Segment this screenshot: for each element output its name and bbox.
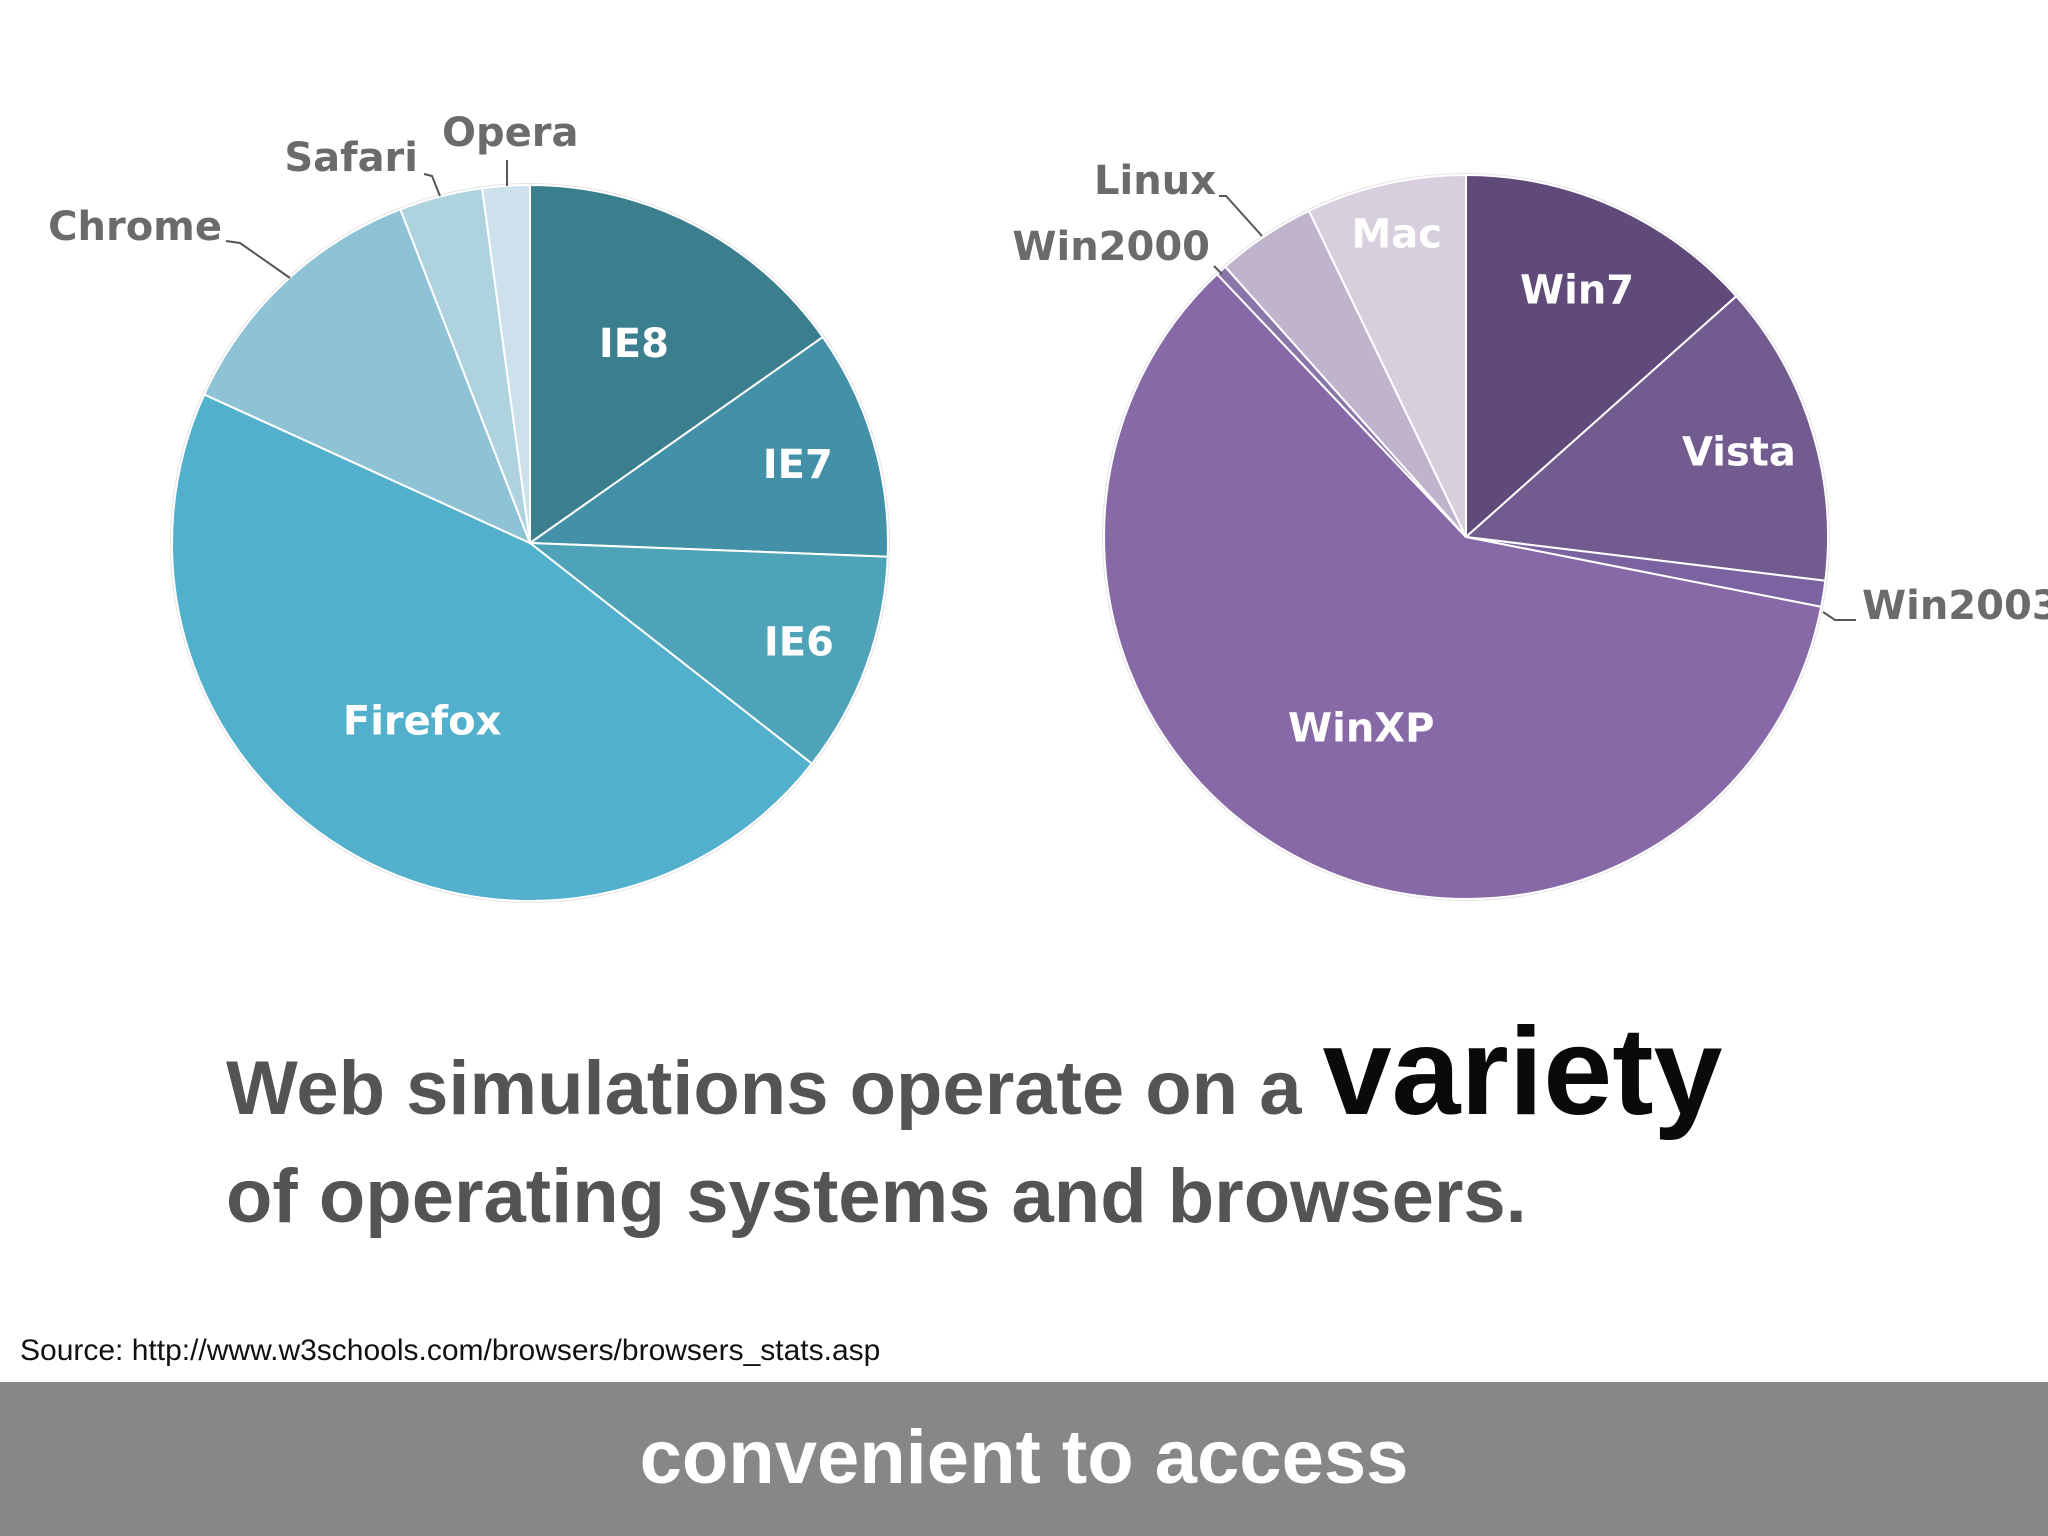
browser-share-pie: IE8 IE7 IE6 Firefox Chrome Safari Opera <box>48 110 890 903</box>
slice-label-chrome: Chrome <box>48 204 222 250</box>
slice-label-win2000: Win2000 <box>1012 224 1210 270</box>
slice-label-vista: Vista <box>1682 430 1796 476</box>
headline-emphasis-word: variety <box>1322 1003 1723 1141</box>
leader-line-chrome <box>225 240 291 279</box>
leader-line-win2003 <box>1822 611 1856 621</box>
slice-label-win2003: Win2003 <box>1862 583 2048 629</box>
slice-label-mac: Mac <box>1351 211 1442 257</box>
pie-slice-ie6 <box>526 541 889 766</box>
footer-bar: convenient to access <box>0 1382 2048 1536</box>
slice-label-ie8: IE8 <box>599 321 669 367</box>
pie-slice-ie7 <box>527 335 889 558</box>
slice-label-ie6: IE6 <box>764 620 834 666</box>
footer-caption: convenient to access <box>639 1414 1409 1500</box>
pie-charts: IE8 IE7 IE6 Firefox Chrome Safari Opera Win7 Vi… <box>48 110 2048 903</box>
slice-label-winxp: WinXP <box>1288 705 1434 751</box>
pie-slice-winxp <box>1103 272 1823 900</box>
pie-slice-mac <box>1307 173 1467 538</box>
slice-label-firefox: Firefox <box>343 698 502 744</box>
pie-slice-win7 <box>1465 173 1738 540</box>
slice-label-safari: Safari <box>284 135 418 181</box>
pie-slice-vista <box>1463 294 1829 582</box>
source-citation: Source: http://www.w3schools.com/browser… <box>20 1334 881 1367</box>
slice-label-linux: Linux <box>1094 158 1216 204</box>
leader-line-win2000 <box>1213 265 1223 275</box>
headline-line2: of operating systems and browsers. <box>226 1154 1527 1239</box>
slice-label-ie7: IE7 <box>763 442 833 488</box>
slice-label-win7: Win7 <box>1520 267 1634 313</box>
leader-line-safari <box>423 173 441 197</box>
headline-line1-prefix: Web simulations operate on a <box>226 1046 1323 1131</box>
os-share-pie: Win7 Vista Win2003 WinXP Win2000 Linux Mac <box>1012 158 2048 901</box>
headline: Web simulations operate on a variety of … <box>226 1010 1722 1251</box>
pie-slice-ie8 <box>529 183 825 545</box>
pie-slice-firefox <box>171 393 814 902</box>
pie-slice-chrome <box>202 207 532 545</box>
slice-label-opera: Opera <box>442 110 578 156</box>
leader-line-linux <box>1219 195 1263 237</box>
